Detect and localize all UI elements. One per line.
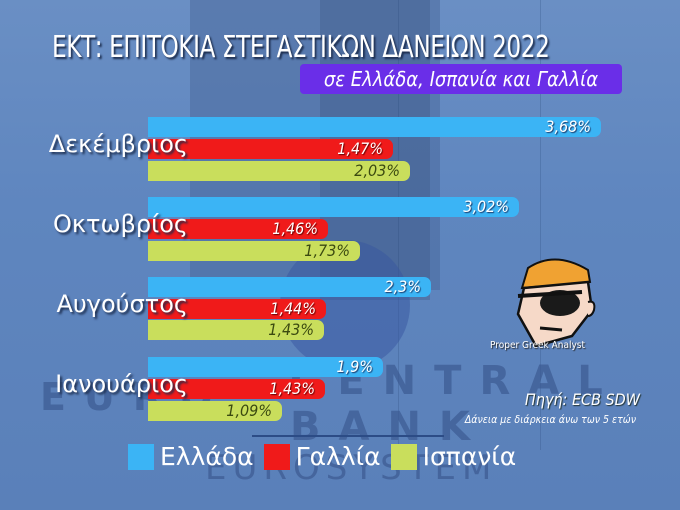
legend-swatch-spain (390, 443, 417, 470)
mascot-label: Proper Greek Analyst (490, 340, 586, 351)
bar-greece: 1,9% (148, 357, 383, 377)
bar-france: 1,43% (148, 379, 325, 399)
bar-spain: 2,03% (148, 161, 410, 181)
chart-title: ΕΚΤ: ΕΠΙΤΟΚΙΑ ΣΤΕΓΑΣΤΙΚΩΝ ΔΑΝΕΙΩΝ 2022 (52, 30, 550, 65)
legend: Ελλάδα Γαλλία Ισπανία (128, 442, 526, 471)
bar-greece: 2,3% (148, 277, 431, 297)
bar-france: 1,44% (148, 299, 326, 319)
legend-label: Ισπανία (422, 442, 517, 471)
legend-item-greece: Ελλάδα (128, 442, 254, 471)
bar-france: 1,47% (148, 139, 393, 159)
bar-france: 1,46% (148, 219, 328, 239)
month-label: Ιανουάριος (55, 370, 188, 398)
bar-spain: 1,09% (148, 401, 282, 421)
legend-divider (252, 435, 444, 437)
bar-greece: 3,02% (148, 197, 519, 217)
legend-item-france: Γαλλία (263, 442, 381, 471)
chart-subtitle: σε Ελλάδα, Ισπανία και Γαλλία (300, 64, 622, 94)
month-label: Δεκέμβριος (48, 130, 188, 158)
source-text: Πηγή: ECB SDW (524, 390, 640, 409)
bg-gridline (398, 0, 399, 450)
legend-label: Ελλάδα (160, 442, 254, 471)
bar-spain: 1,43% (148, 320, 324, 340)
legend-swatch-greece (128, 443, 154, 470)
bg-gridline (540, 0, 541, 450)
bar-spain: 1,73% (148, 241, 360, 261)
legend-label: Γαλλία (295, 442, 381, 471)
month-label: Οκτωβρίος (52, 210, 188, 238)
bg-text-eurosystem: EUROSYSTEM (205, 448, 498, 488)
legend-item-spain: Ισπανία (390, 442, 517, 471)
month-label: Αυγούστος (56, 290, 188, 318)
bar-greece: 3,68% (148, 117, 601, 137)
mascot-icon (516, 258, 596, 348)
source-note: Δάνεια με διάρκεια άνω των 5 ετών (464, 414, 636, 426)
legend-swatch-france (263, 443, 290, 470)
